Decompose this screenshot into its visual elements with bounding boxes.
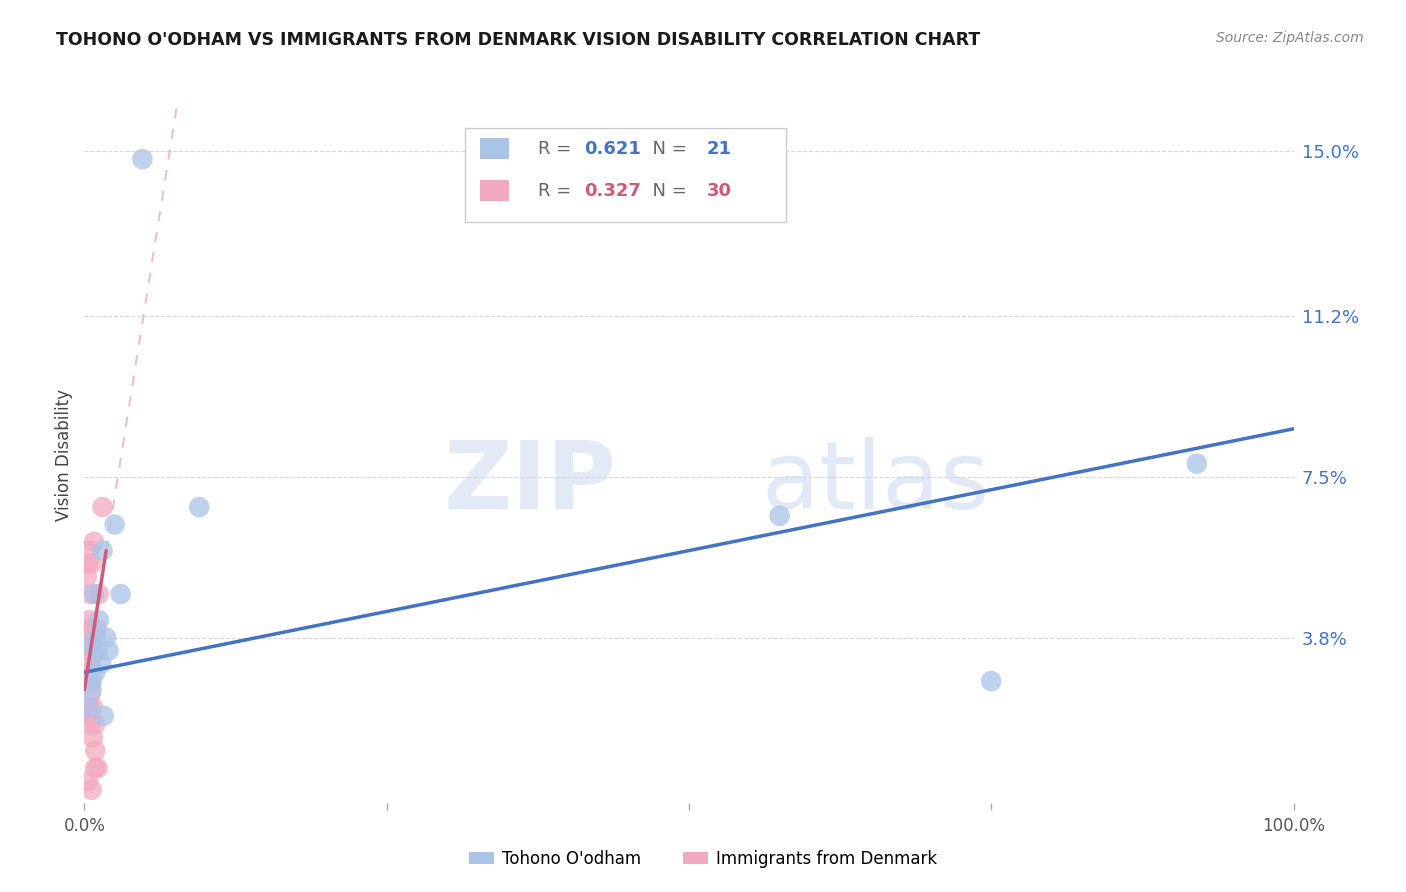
Point xyxy=(76,570,98,584)
Point xyxy=(77,700,100,714)
Point xyxy=(91,543,114,558)
Point xyxy=(80,682,103,697)
Text: N =: N = xyxy=(641,140,692,158)
Point xyxy=(79,687,101,701)
Point xyxy=(80,639,103,653)
Point xyxy=(86,622,108,636)
Point xyxy=(82,648,104,662)
Point xyxy=(188,500,211,514)
Text: 21: 21 xyxy=(707,140,733,158)
Point xyxy=(80,557,103,571)
Point xyxy=(82,639,104,653)
Point xyxy=(86,631,108,645)
Point xyxy=(79,674,101,689)
Point xyxy=(768,508,790,523)
Point xyxy=(77,622,100,636)
Point xyxy=(83,587,105,601)
Point xyxy=(82,731,104,745)
Point xyxy=(79,657,101,671)
Text: N =: N = xyxy=(641,182,692,200)
Point xyxy=(84,665,107,680)
Point xyxy=(94,631,117,645)
Text: 30: 30 xyxy=(707,182,733,200)
Text: ZIP: ZIP xyxy=(443,437,616,529)
Point xyxy=(80,782,103,797)
Point xyxy=(980,674,1002,689)
Point xyxy=(83,535,105,549)
Point xyxy=(97,643,120,657)
Point xyxy=(87,613,110,627)
Point xyxy=(82,700,104,714)
Point xyxy=(91,500,114,514)
Point xyxy=(77,774,100,789)
Point xyxy=(93,708,115,723)
Point xyxy=(79,587,101,601)
FancyBboxPatch shape xyxy=(479,180,509,201)
Point xyxy=(77,665,100,680)
Point xyxy=(90,657,112,671)
Legend: Tohono O'odham, Immigrants from Denmark: Tohono O'odham, Immigrants from Denmark xyxy=(463,844,943,875)
Text: R =: R = xyxy=(538,182,576,200)
Point xyxy=(110,587,132,601)
Text: R =: R = xyxy=(538,140,576,158)
Point xyxy=(1185,457,1208,471)
Point xyxy=(77,557,100,571)
Text: TOHONO O'ODHAM VS IMMIGRANTS FROM DENMARK VISION DISABILITY CORRELATION CHART: TOHONO O'ODHAM VS IMMIGRANTS FROM DENMAR… xyxy=(56,31,980,49)
Point xyxy=(84,761,107,775)
Point xyxy=(77,674,100,689)
Point xyxy=(131,152,153,166)
Point xyxy=(87,587,110,601)
Text: atlas: atlas xyxy=(762,437,990,529)
FancyBboxPatch shape xyxy=(479,138,509,159)
Point xyxy=(77,700,100,714)
Point xyxy=(79,631,101,645)
Text: 0.327: 0.327 xyxy=(583,182,641,200)
Point xyxy=(84,717,107,731)
Point xyxy=(86,643,108,657)
Point xyxy=(79,717,101,731)
Point xyxy=(84,744,107,758)
Point xyxy=(77,613,100,627)
Text: Source: ZipAtlas.com: Source: ZipAtlas.com xyxy=(1216,31,1364,45)
Y-axis label: Vision Disability: Vision Disability xyxy=(55,389,73,521)
Point xyxy=(77,543,100,558)
FancyBboxPatch shape xyxy=(465,128,786,222)
Point xyxy=(80,674,103,689)
Point xyxy=(104,517,127,532)
Text: 0.621: 0.621 xyxy=(583,140,641,158)
Point xyxy=(86,761,108,775)
Point xyxy=(77,708,100,723)
